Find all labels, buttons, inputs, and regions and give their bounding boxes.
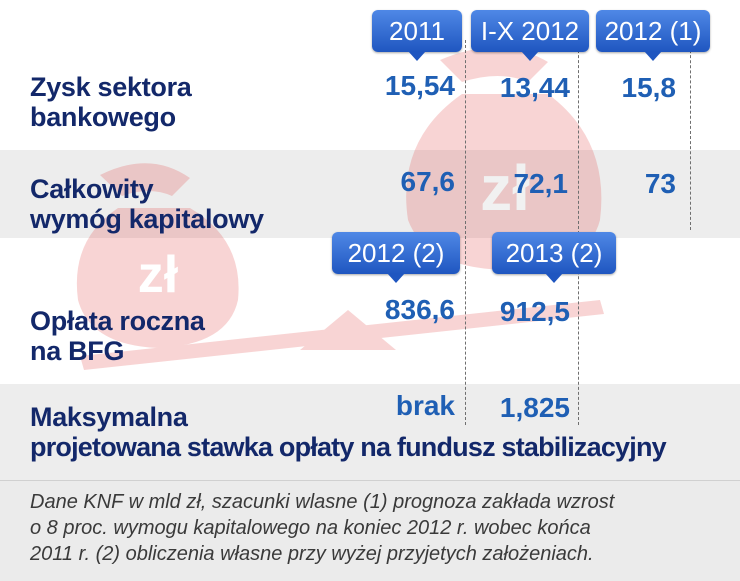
footnote-line2: o 8 proc. wymogu kapitalowego na koniec … xyxy=(30,517,591,539)
row-label-oplata-line2: na BFG xyxy=(30,336,125,366)
value-maks-2013-2: 1,825 xyxy=(499,392,570,423)
tab-2012-2: 2012 (2) xyxy=(332,232,460,283)
money-bag-left-icon: zł xyxy=(76,163,239,348)
row-label-zysk: Zysk sektora bankowego xyxy=(30,72,192,132)
value-wymog-2011: 67,6 xyxy=(400,166,456,197)
tab-2013-2: 2013 (2) xyxy=(492,232,616,283)
row-label-zysk-line1: Zysk sektora xyxy=(30,72,192,102)
money-bag-right-icon: zł xyxy=(406,47,602,270)
row-label-maks-line2: projetowana stawka opłaty na fundusz sta… xyxy=(30,432,667,462)
value-wymog-2012-1: 73 xyxy=(644,168,676,199)
money-bag-scale-illustration: zł zł xyxy=(76,47,604,370)
value-oplata-2013-2: 912,5 xyxy=(499,296,570,327)
tab-2012-1: 2012 (1) xyxy=(596,10,710,61)
row-label-wymog-line1: Całkowity xyxy=(30,174,154,204)
column-divider-1 xyxy=(465,40,466,425)
row-label-oplata-line1: Opłata roczna xyxy=(30,306,205,336)
row-band-wymog xyxy=(0,150,740,238)
value-maks-2012-2: brak xyxy=(395,390,455,421)
row-label-wymog-line2: wymóg kapitalowy xyxy=(30,204,264,234)
scale-beam xyxy=(80,300,604,370)
footnote-text: Dane KNF w mld zł, szacunki wlasne (1) p… xyxy=(30,489,730,567)
row-label-wymog: Całkowity wymóg kapitalowy xyxy=(30,174,264,234)
row-label-maks-line1: Maksymalna xyxy=(30,402,188,432)
footnote-panel: Dane KNF w mld zł, szacunki wlasne (1) p… xyxy=(0,480,740,581)
value-zysk-ix2012: 13,44 xyxy=(499,72,570,103)
row-band-maks xyxy=(0,384,740,480)
column-divider-3 xyxy=(690,40,691,230)
row-label-oplata: Opłata roczna na BFG xyxy=(30,306,205,366)
value-oplata-2012-2: 836,6 xyxy=(384,294,455,325)
footnote-line3: 2011 r. (2) obliczenia własne przy wyżej… xyxy=(30,543,594,565)
tab-i-x-2012: I-X 2012 xyxy=(471,10,589,61)
tab-2011: 2011 xyxy=(372,10,462,61)
footnote-line1: Dane KNF w mld zł, szacunki wlasne (1) p… xyxy=(30,491,615,513)
row-label-zysk-line2: bankowego xyxy=(30,102,176,132)
bag-symbol-left: zł xyxy=(138,246,179,304)
value-zysk-2012-1: 15,8 xyxy=(621,72,677,103)
row-label-maks: Maksymalna projetowana stawka opłaty na … xyxy=(30,402,730,462)
value-zysk-2011: 15,54 xyxy=(384,70,455,101)
value-wymog-ix2012: 72,1 xyxy=(513,168,569,199)
bag-symbol-right: zł xyxy=(480,152,530,224)
scale-pivot xyxy=(300,310,396,350)
